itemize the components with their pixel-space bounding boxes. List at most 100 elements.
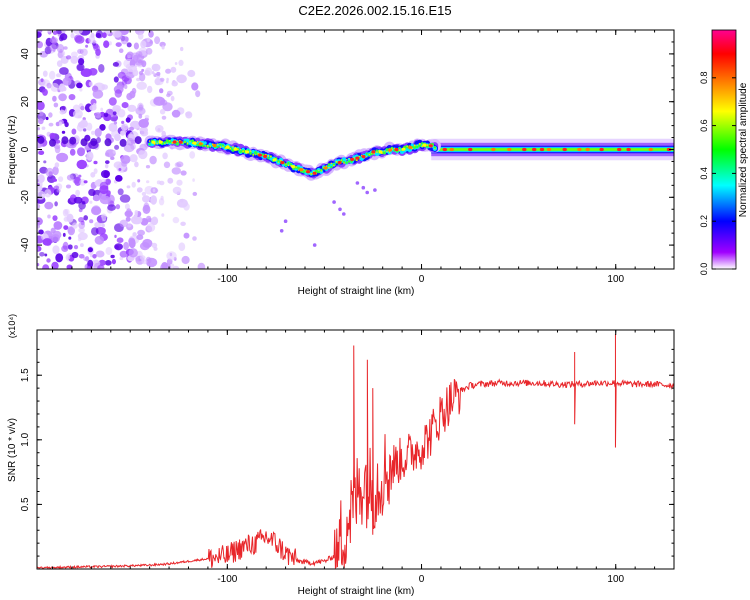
heatmap-ridge-cell [421,142,424,145]
heatmap-noise-cell [161,45,165,50]
heatmap-noise-cell [134,210,139,215]
heatmap-noise-cell [118,168,122,171]
heatmap-noise-cell [91,205,101,215]
heatmap-ridge-cell [208,142,212,147]
heatmap-noise-cell [42,88,48,96]
heatmap-ridge-core [431,148,674,151]
heatmap-noise-cell [141,60,147,68]
heatmap-noise-cell [126,208,132,216]
heatmap-noise-cell [128,238,136,249]
heatmap-noise-cell [100,107,104,112]
heatmap-ridge-peak [225,145,230,149]
heatmap-ridge-cell [413,145,417,149]
heatmap-noise-cell [37,179,40,183]
heatmap-ridge-peak [401,147,406,151]
heatmap-noise-cell [117,71,126,79]
heatmap-noise-cell [283,219,288,223]
heatmap-noise-cell [54,139,61,144]
heatmap-noise-cell [172,216,180,224]
heatmap-noise-cell [52,166,59,176]
heatmap-noise-cell [95,48,101,56]
heatmap-noise-cell [66,174,74,181]
heatmap-noise-cell [77,237,82,242]
heatmap-ridge-cell [406,145,408,148]
heatmap-noise-cell [166,251,177,261]
heatmap-noise-cell [131,181,136,188]
heatmap-noise-cell [112,111,117,116]
heatmap-noise-cell [144,114,150,119]
heatmap-noise-cell [183,232,190,239]
heatmap-ridge-cell [168,139,172,144]
heatmap-ridge-peak [245,150,250,154]
heatmap-noise-cell [88,68,98,76]
heatmap-ridge-cell [163,141,166,144]
heatmap-ridge-cell [156,140,159,143]
heatmap-noise-cell [140,129,147,137]
heatmap-noise-cell [142,195,150,203]
heatmap-noise-cell [141,68,145,72]
heatmap-noise-cell [51,234,60,243]
heatmap-noise-cell [171,167,181,175]
heatmap-ridge-peak [394,147,399,152]
heatmap-ridge-cell [148,140,151,142]
heatmap-ridge-peak [491,147,496,152]
heatmap-noise-cell [95,250,105,258]
heatmap-ridge-cell [385,148,389,152]
heatmap-noise-cell [135,107,146,116]
heatmap-noise-cell [71,251,79,259]
heatmap-noise-cell [137,179,141,183]
heatmap-noise-cell [80,138,88,147]
heatmap-noise-cell [152,188,156,193]
heatmap-ridge-cell [416,144,418,146]
heatmap-noise-cell [61,105,66,111]
heatmap-noise-cell [172,265,180,269]
heatmap-noise-cell [151,63,158,71]
spectrogram-panel: -100 0 100 -40 -20 0 20 40 Height of straight l… [7,29,675,297]
heatmap-noise-cell [138,104,143,111]
heatmap-noise-cell [86,151,94,161]
heatmap-noise-cell [151,216,159,226]
heatmap-noise-cell [144,69,151,76]
heatmap-noise-cell [181,255,190,265]
heatmap-ridge-cell [165,139,169,143]
heatmap-ridge-peak [178,140,183,144]
heatmap-noise-cell [91,227,99,236]
heatmap-ridge-cell [232,146,234,148]
heatmap-noise-cell [50,82,60,92]
heatmap-ridge-cell [191,139,195,143]
heatmap-noise-cell [72,109,83,119]
heatmap-noise-cell [110,156,115,160]
heatmap-noise-cell [91,130,95,135]
heatmap-noise-cell [87,247,93,253]
heatmap-noise-cell [87,259,94,268]
heatmap-noise-cell [92,40,97,44]
heatmap-noise-cell [176,74,187,84]
heatmap-noise-cell [75,189,80,197]
heatmap-ridge-cell [285,163,287,165]
heatmap-noise-cell [49,70,56,80]
heatmap-noise-cell [78,253,85,259]
colorbar-label: Normalized spectral amplitude [738,82,749,217]
heatmap-noise-cell [180,221,186,226]
heatmap-ridge-cell [320,170,322,172]
heatmap-noise-cell [111,258,116,265]
heatmap-noise-cell [56,60,63,67]
heatmap-noise-cell [115,42,122,47]
heatmap-noise-cell [127,104,137,112]
heatmap-noise-cell [134,136,142,145]
heatmap-noise-cell [88,81,93,87]
heatmap-noise-cell [154,36,161,45]
y-tick-label: 20 [20,96,31,108]
heatmap-ridge-cell [433,146,437,150]
heatmap-noise-cell [71,128,77,135]
heatmap-noise-cell [126,51,134,58]
heatmap-noise-cell [37,203,41,209]
heatmap-noise-cell [68,236,72,240]
heatmap-noise-cell [132,232,137,237]
heatmap-noise-cell [70,55,79,64]
heatmap-ridge-cell [343,162,345,164]
heatmap-ridge-cell [398,146,401,149]
heatmap-noise-cell [147,218,152,223]
heatmap-noise-cell [67,244,73,250]
heatmap-noise-cell [149,155,157,165]
